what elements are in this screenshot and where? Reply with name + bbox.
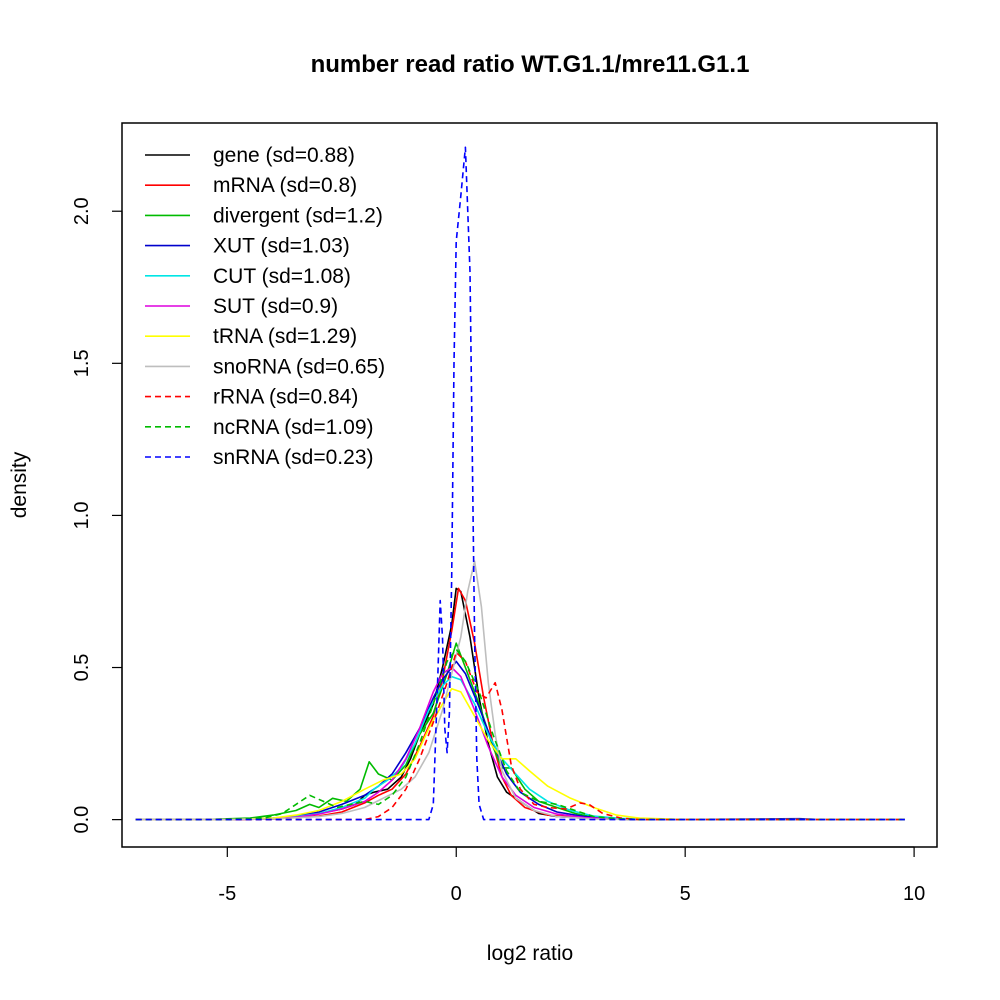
y-tick-label: 1.5 [71, 349, 93, 377]
legend: gene (sd=0.88) mRNA (sd=0.8) divergent (sd… [145, 144, 385, 469]
x-axis: -5 0 5 10 [218, 846, 925, 905]
legend-label: ncRNA (sd=1.09) [213, 416, 374, 439]
legend-label: divergent (sd=1.2) [213, 204, 383, 227]
legend-label: XUT (sd=1.03) [213, 235, 350, 258]
y-axis: 0.0 0.5 1.0 1.5 2.0 [71, 197, 123, 834]
y-tick-label: 2.0 [71, 197, 93, 225]
legend-label: SUT (sd=0.9) [213, 295, 338, 318]
chart-title: number read ratio WT.G1.1/mre11.G1.1 [311, 51, 750, 78]
legend-label: snoRNA (sd=0.65) [213, 355, 385, 378]
legend-label: tRNA (sd=1.29) [213, 325, 357, 348]
legend-label: snRNA (sd=0.23) [213, 446, 374, 469]
series-line-2 [135, 642, 905, 821]
series-lines [135, 146, 905, 821]
series-line-8 [135, 651, 905, 821]
series-line-1 [135, 587, 905, 821]
y-tick-label: 1.0 [71, 502, 93, 530]
x-tick-label: 0 [451, 883, 462, 905]
series-line-10 [135, 146, 905, 821]
y-axis-label: density [8, 451, 31, 518]
x-tick-label: 5 [680, 883, 691, 905]
series-line-7 [135, 560, 905, 821]
legend-label: CUT (sd=1.08) [213, 265, 351, 288]
x-tick-label: 10 [903, 883, 925, 905]
y-tick-label: 0.5 [71, 654, 93, 682]
y-tick-label: 0.0 [71, 806, 93, 834]
legend-label: mRNA (sd=0.8) [213, 174, 357, 197]
series-line-6 [135, 688, 905, 821]
x-tick-label: -5 [218, 883, 236, 905]
legend-label: rRNA (sd=0.84) [213, 386, 358, 409]
series-line-9 [135, 648, 905, 821]
x-axis-label: log2 ratio [487, 942, 573, 965]
legend-label: gene (sd=0.88) [213, 144, 355, 167]
